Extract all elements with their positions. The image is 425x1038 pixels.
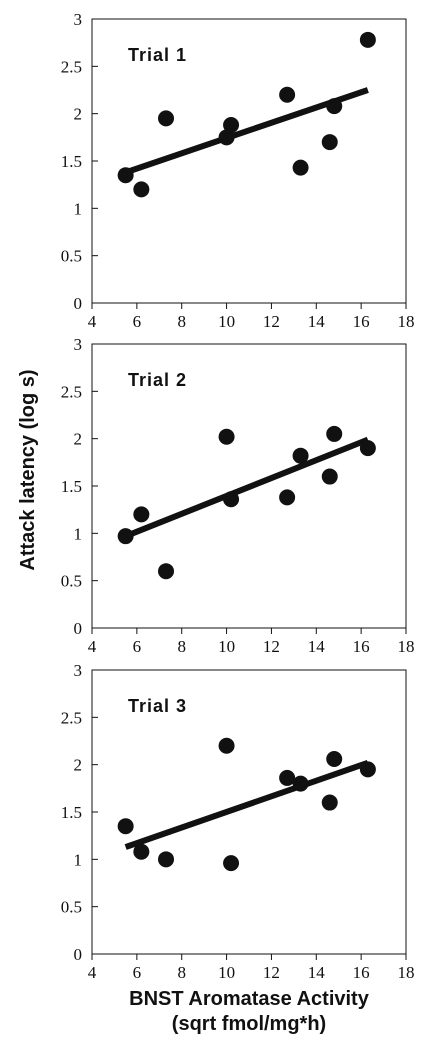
y-tick-label: 0.5 [61, 898, 82, 917]
data-point [279, 769, 296, 786]
data-point [279, 86, 296, 103]
y-tick-label: 2 [74, 430, 83, 449]
data-point [117, 818, 134, 835]
data-point [117, 167, 134, 184]
y-tick-label: 1 [74, 850, 83, 869]
x-tick-label: 16 [353, 963, 370, 982]
y-tick-label: 2 [74, 105, 83, 124]
x-tick-label: 4 [88, 312, 97, 331]
x-axis-title-line2: (sqrt fmol/mg*h) [172, 1013, 326, 1035]
data-point [326, 98, 343, 115]
data-point [218, 737, 235, 754]
x-tick-label: 4 [88, 963, 97, 982]
y-tick-label: 2.5 [61, 57, 82, 76]
y-tick-label: 0.5 [61, 247, 82, 266]
x-tick-label: 10 [218, 312, 235, 331]
y-tick-label: 2.5 [61, 708, 82, 727]
panel-trial-1: 0 0.5 1 1.5 2 2.5 3 4 6 8 10 12 14 16 18 Trial 1 [61, 10, 415, 331]
data-point [133, 181, 150, 198]
x-tick-label: 14 [308, 312, 326, 331]
y-tick-label: 0 [74, 619, 83, 638]
y-tick-label: 0.5 [61, 572, 82, 591]
x-tick-label: 14 [308, 637, 326, 656]
x-tick-label: 18 [398, 637, 415, 656]
data-point [279, 489, 296, 506]
y-tick-label: 1 [74, 199, 83, 218]
panel-title: Trial 1 [128, 45, 187, 65]
data-point [321, 468, 338, 485]
data-point [218, 129, 235, 146]
data-point [223, 491, 240, 508]
data-point [321, 134, 338, 151]
data-point [158, 851, 175, 868]
x-tick-label: 16 [353, 637, 370, 656]
x-tick-label: 16 [353, 312, 370, 331]
x-tick-label: 8 [177, 312, 186, 331]
y-tick-label: 3 [74, 10, 83, 29]
x-tick-label: 10 [218, 963, 235, 982]
y-tick-label: 3 [74, 661, 83, 680]
x-tick-label: 6 [133, 637, 142, 656]
x-tick-label: 8 [177, 963, 186, 982]
x-axis-title-line1: BNST Aromatase Activity [129, 988, 370, 1010]
x-tick-label: 10 [218, 637, 235, 656]
data-point [326, 425, 343, 442]
y-tick-label: 0 [74, 945, 83, 964]
y-tick-label: 1 [74, 524, 83, 543]
data-point [359, 761, 376, 778]
data-point [321, 794, 338, 811]
data-point [158, 110, 175, 127]
data-point [359, 440, 376, 457]
panel-trial-2: 0 0.5 1 1.5 2 2.5 3 4 6 8 10 12 14 16 18 Trial 2 [61, 335, 415, 656]
data-point [117, 528, 134, 545]
x-tick-label: 4 [88, 637, 97, 656]
data-point [292, 447, 309, 464]
data-point [292, 775, 309, 792]
y-tick-label: 2 [74, 756, 83, 775]
data-point [359, 31, 376, 48]
y-tick-label: 1.5 [61, 477, 82, 496]
data-point [223, 855, 240, 872]
y-tick-label: 1.5 [61, 803, 82, 822]
y-tick-label: 3 [74, 335, 83, 354]
x-tick-label: 12 [263, 963, 280, 982]
data-point [218, 428, 235, 445]
x-tick-label: 12 [263, 637, 280, 656]
trend-line [124, 436, 369, 539]
y-tick-label: 2.5 [61, 382, 82, 401]
panel-trial-3: 0 0.5 1 1.5 2 2.5 3 4 6 8 10 12 14 16 18 Trial 3 [61, 661, 415, 982]
data-point [292, 159, 309, 176]
data-point [133, 843, 150, 860]
data-point [326, 750, 343, 767]
data-point [158, 563, 175, 580]
trend-line [124, 759, 369, 850]
x-tick-label: 6 [133, 312, 142, 331]
y-axis-title: Attack latency (log s) [17, 369, 39, 570]
x-tick-label: 14 [308, 963, 326, 982]
y-tick-label: 1.5 [61, 152, 82, 171]
panel-title: Trial 3 [128, 696, 187, 716]
x-tick-label: 18 [398, 963, 415, 982]
x-tick-label: 8 [177, 637, 186, 656]
data-point [223, 117, 240, 134]
x-tick-label: 12 [263, 312, 280, 331]
panel-title: Trial 2 [128, 370, 187, 390]
y-tick-label: 0 [74, 294, 83, 313]
data-point [133, 506, 150, 523]
x-tick-label: 18 [398, 312, 415, 331]
x-tick-label: 6 [133, 963, 142, 982]
